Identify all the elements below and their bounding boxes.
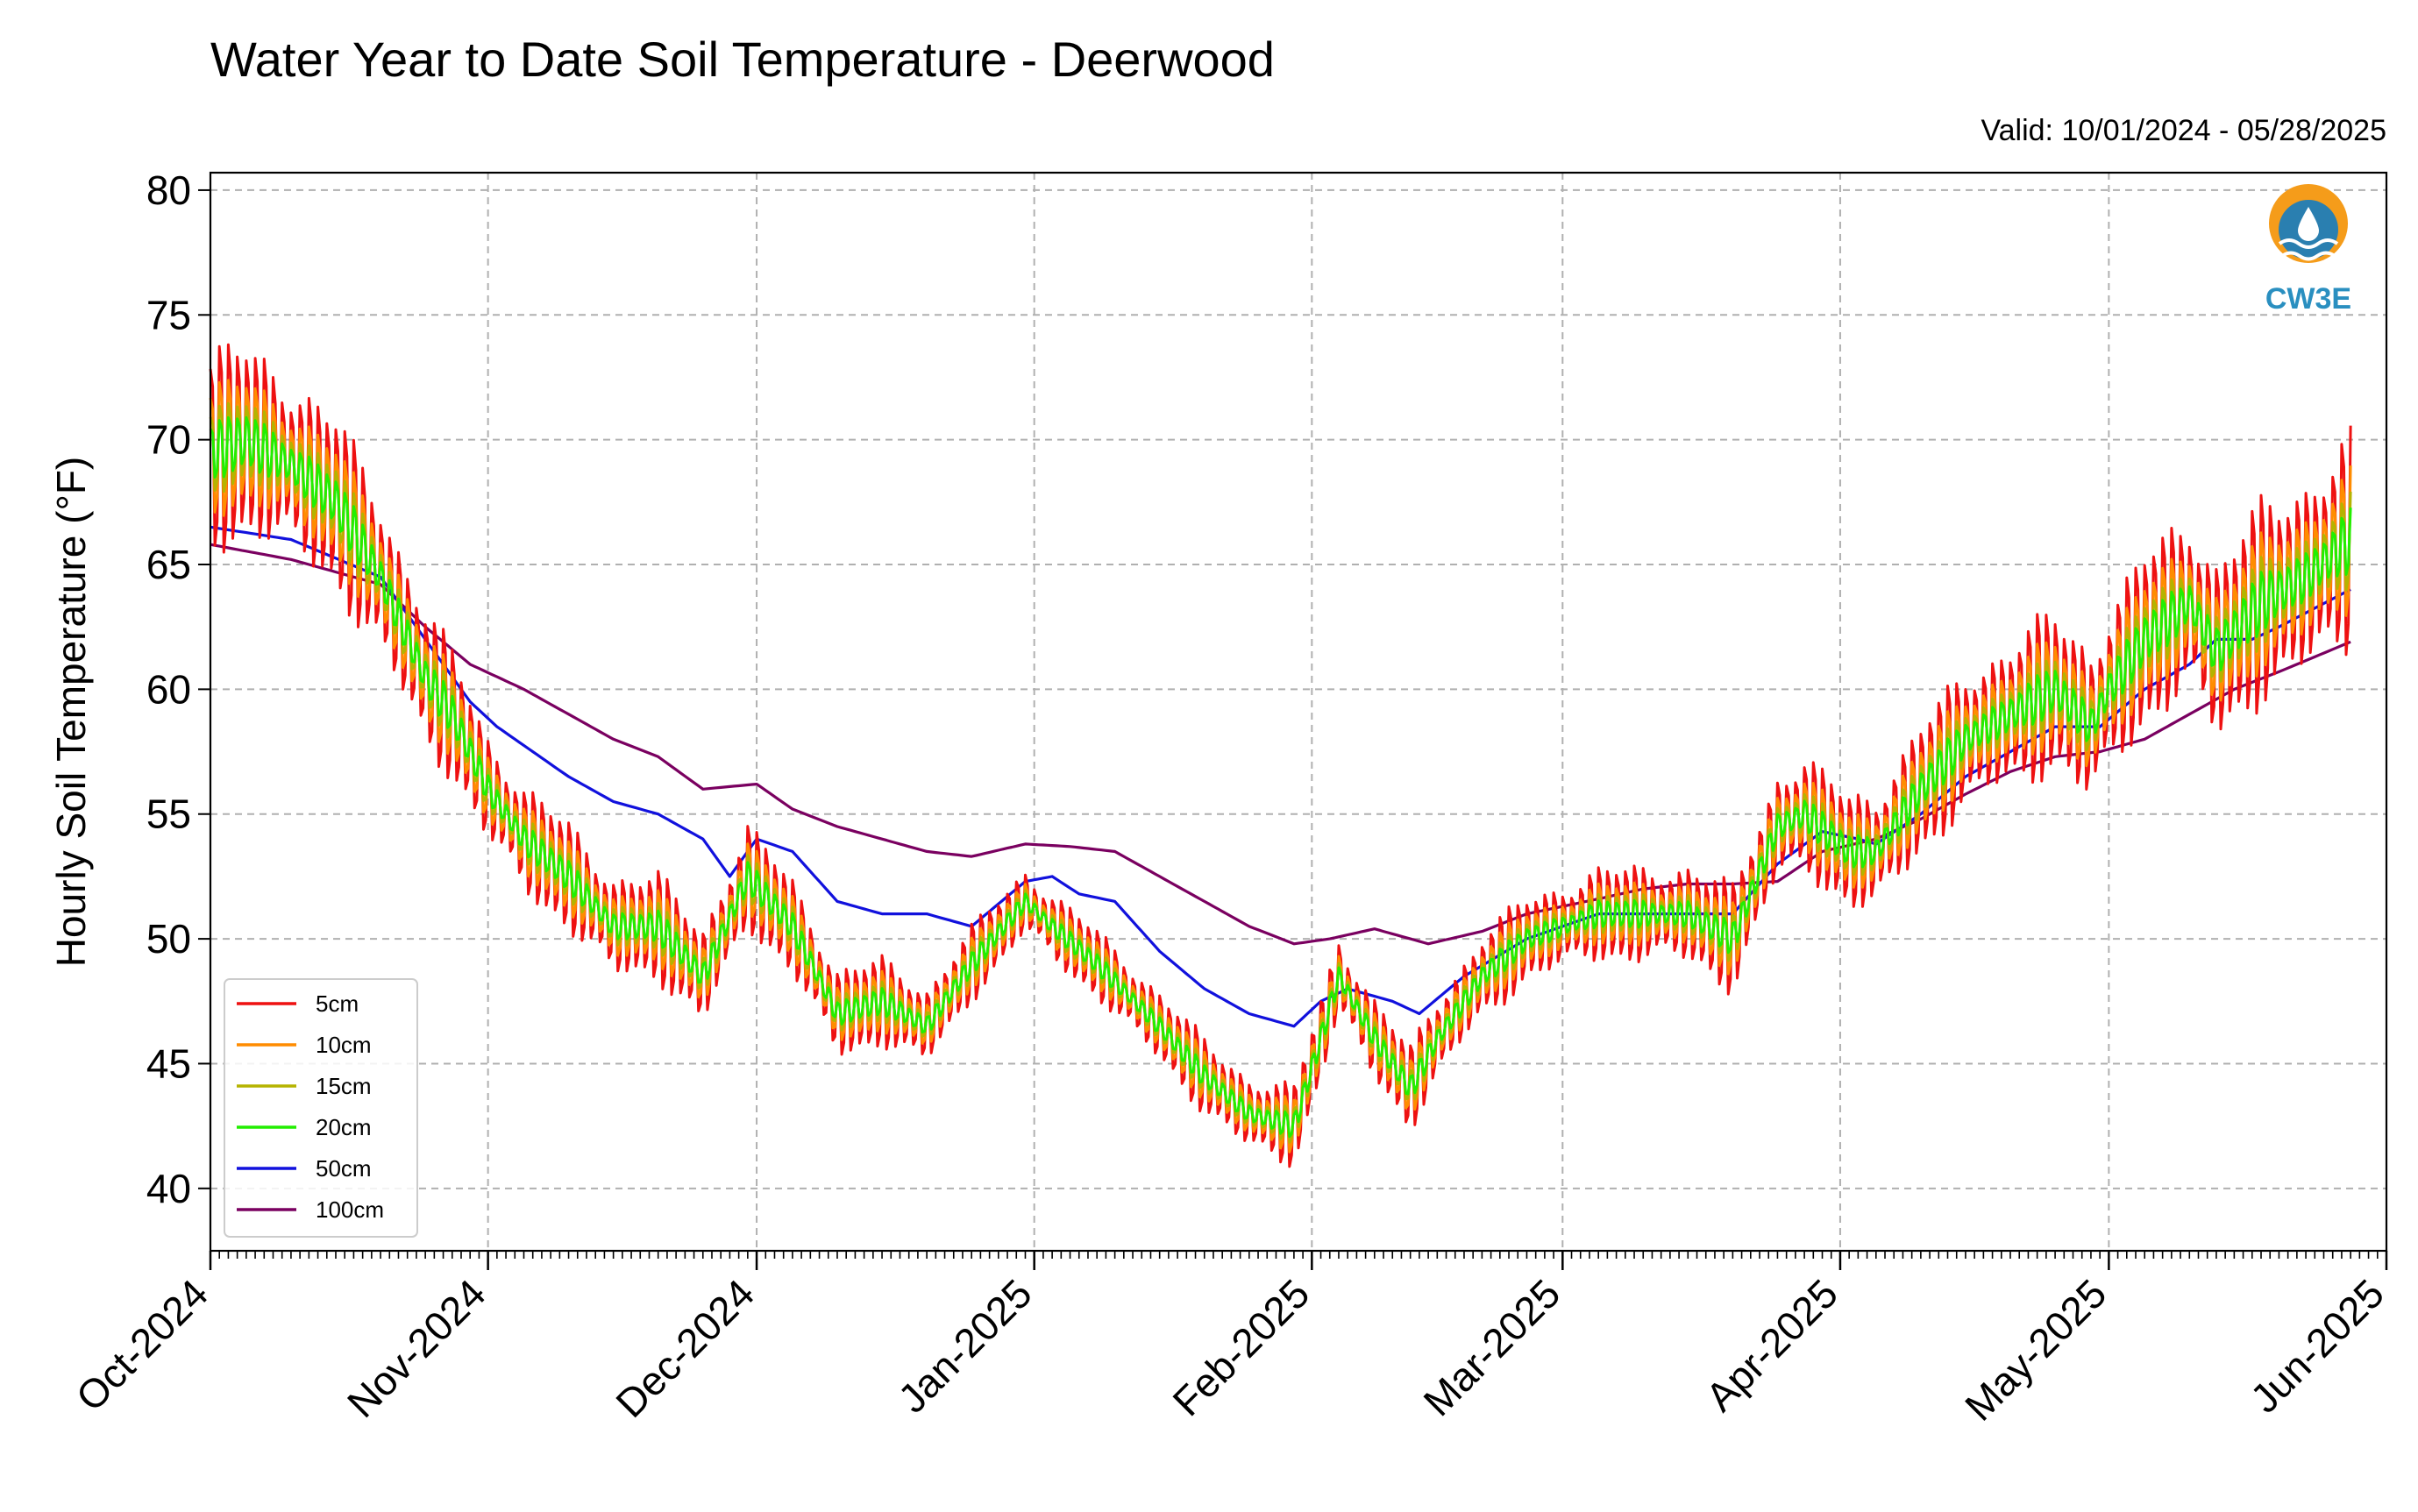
x-tick-label: Feb-2025: [1163, 1270, 1318, 1424]
x-tick-label: Jun-2025: [2242, 1270, 2393, 1421]
x-tick-label: Apr-2025: [1696, 1270, 1846, 1420]
legend-label-10cm: 10cm: [316, 1032, 372, 1058]
plot-frame: [209, 171, 2388, 1253]
chart-title: Water Year to Date Soil Temperature - De…: [210, 32, 1275, 87]
x-tick-label: Nov-2024: [338, 1270, 494, 1426]
logo-drop-icon: [2298, 207, 2319, 241]
y-tick-label: 55: [146, 791, 191, 837]
logo-text: CW3E: [2265, 282, 2351, 316]
y-tick-label: 60: [146, 666, 191, 712]
series-line-15cm: [209, 401, 2352, 1144]
y-tick-label: 45: [146, 1040, 191, 1086]
series-layer: [209, 343, 2352, 1168]
chart-subtitle: Valid: 10/01/2024 - 05/28/2025: [1981, 114, 2386, 147]
logo-wave-icon: [2278, 238, 2339, 249]
x-tick-label: Jan-2025: [889, 1270, 1040, 1421]
x-axis: Oct-2024 Nov-2024 Dec-2024 Jan-2025 Feb-2025…: [68, 1251, 2393, 1430]
y-axis: 40 45 50 55 60 65 70 75 80: [146, 167, 210, 1211]
legend-label-100cm: 100cm: [316, 1196, 384, 1223]
legend-label-5cm: 5cm: [316, 990, 359, 1017]
y-tick-label: 50: [146, 916, 191, 962]
y-tick-label: 75: [146, 292, 191, 337]
x-tick-label: May-2025: [1956, 1270, 2115, 1429]
y-tick-label: 80: [146, 167, 191, 213]
legend: 5cm 10cm 15cm 20cm 50cm 100cm: [224, 978, 418, 1238]
logo-wave-icon: [2280, 251, 2336, 261]
series-line-5cm: [209, 343, 2352, 1168]
x-tick-label: Oct-2024: [68, 1270, 217, 1420]
y-tick-label: 40: [146, 1166, 191, 1211]
series-line-50cm: [210, 525, 2351, 1028]
y-tick-label: 70: [146, 417, 191, 463]
cw3e-logo: CW3E: [2265, 184, 2351, 316]
x-tick-label: Dec-2024: [607, 1270, 763, 1426]
legend-label-15cm: 15cm: [316, 1073, 372, 1099]
y-tick-label: 65: [146, 542, 191, 587]
series-line-100cm: [210, 543, 2351, 946]
legend-label-50cm: 50cm: [316, 1155, 372, 1182]
series-line-20cm: [209, 415, 2352, 1139]
legend-label-20cm: 20cm: [316, 1114, 372, 1140]
y-axis-label: Hourly Soil Temperature (°F): [48, 457, 94, 968]
x-tick-label: Mar-2025: [1414, 1270, 1568, 1424]
